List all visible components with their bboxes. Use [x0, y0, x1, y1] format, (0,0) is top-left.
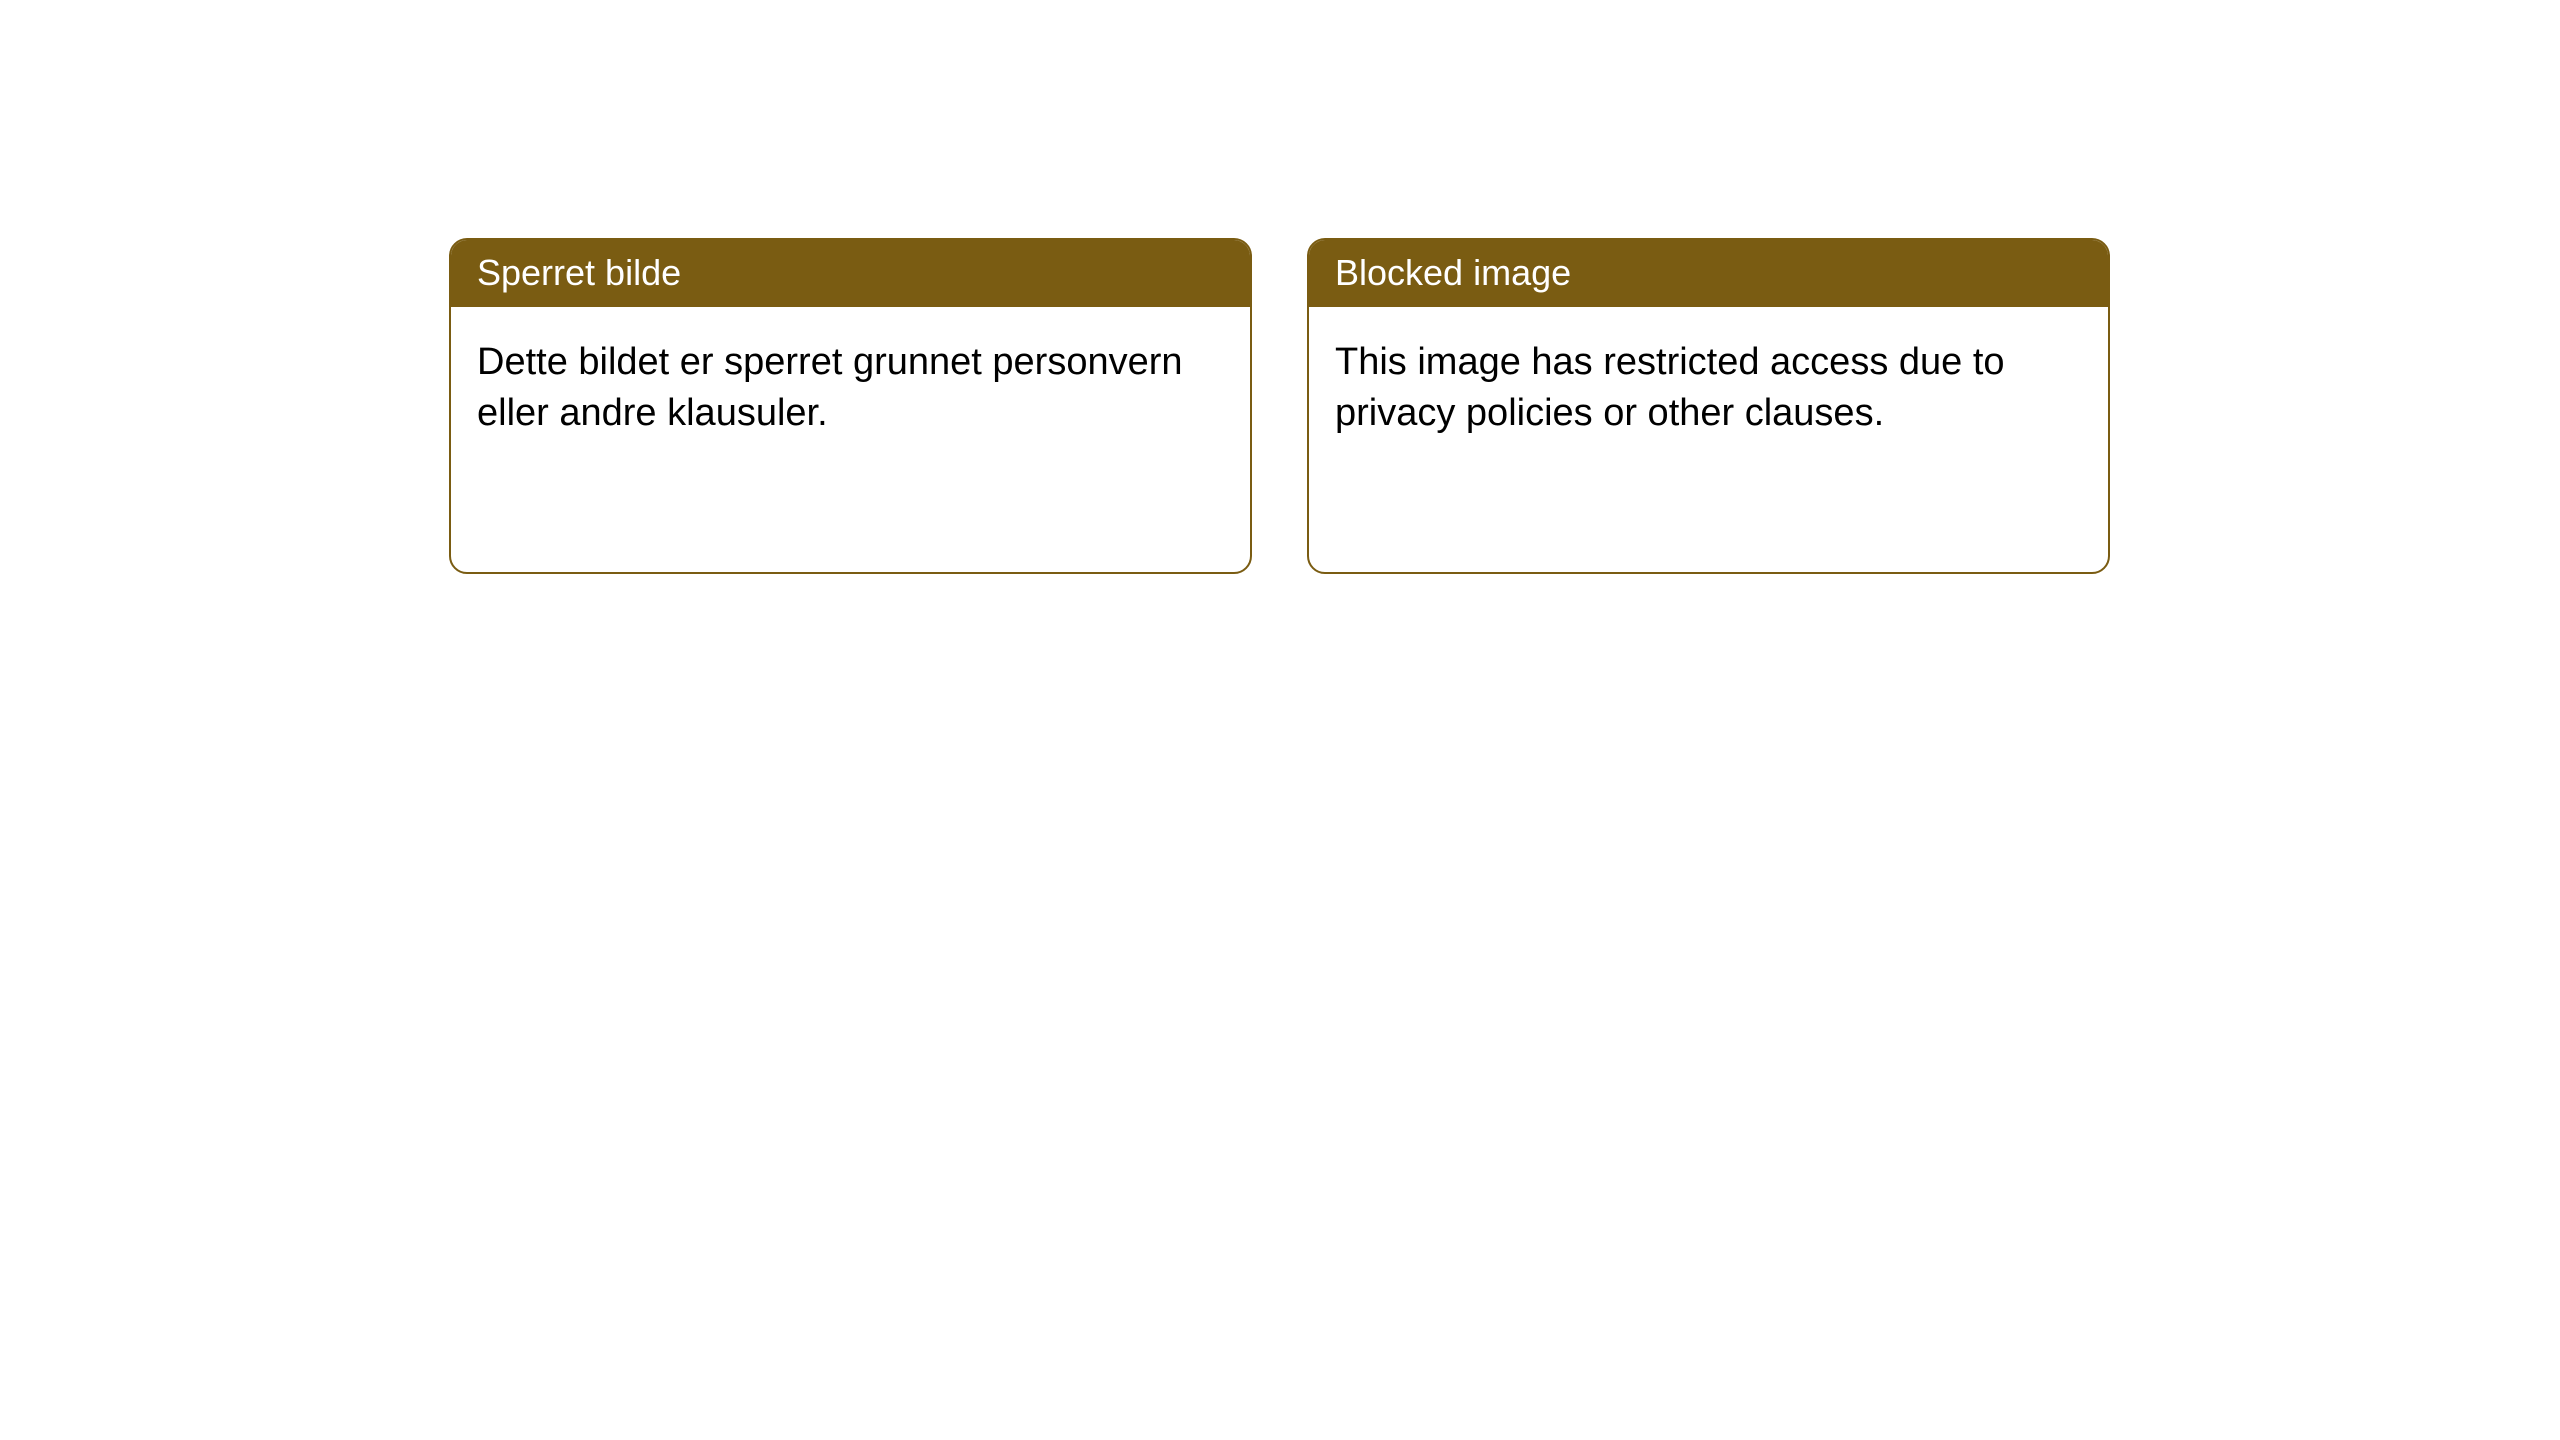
notice-card-english: Blocked image This image has restricted …: [1307, 238, 2110, 574]
notice-header: Sperret bilde: [451, 240, 1250, 307]
notice-container: Sperret bilde Dette bildet er sperret gr…: [449, 238, 2110, 574]
notice-title: Blocked image: [1335, 252, 1571, 293]
notice-body: Dette bildet er sperret grunnet personve…: [451, 307, 1250, 470]
notice-body: This image has restricted access due to …: [1309, 307, 2108, 470]
notice-card-norwegian: Sperret bilde Dette bildet er sperret gr…: [449, 238, 1252, 574]
notice-title: Sperret bilde: [477, 252, 681, 293]
notice-header: Blocked image: [1309, 240, 2108, 307]
notice-text: Dette bildet er sperret grunnet personve…: [477, 341, 1183, 434]
notice-text: This image has restricted access due to …: [1335, 341, 2005, 434]
